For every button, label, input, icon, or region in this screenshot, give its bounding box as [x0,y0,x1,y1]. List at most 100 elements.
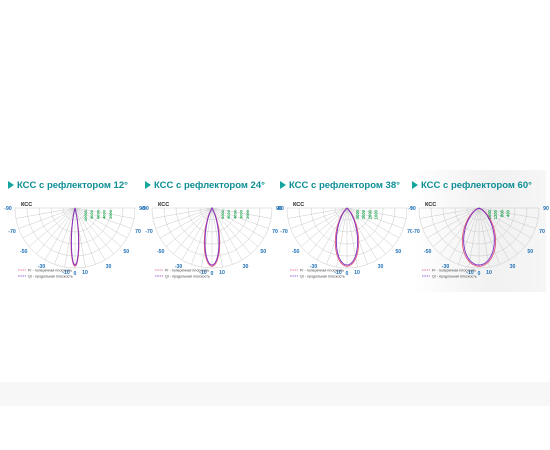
legend-label: Pr - поперечная плоскость [28,268,72,272]
grid-radial [294,207,348,239]
intensity-tick-label: 6000 [220,209,225,219]
grid-radial [74,207,106,261]
angle-tick-label: -10 [199,270,207,276]
grid-radial [165,207,213,247]
grid-radial [211,207,251,255]
grid-radial [440,207,480,255]
curve-transverse [203,206,221,267]
angle-tick-label: -10 [334,270,342,276]
curve-longitudinal [204,206,220,266]
grid-radial [478,207,539,219]
grid-radial [159,207,213,239]
angle-tick-label: -30 [175,264,183,270]
grid-radial [346,207,358,268]
grid-radial [287,207,348,219]
grid-radial [316,207,348,261]
grid-radial [346,207,394,247]
intensity-tick-label: 8000 [89,209,94,219]
legend-label: Pr - поперечная плоскость [432,268,476,272]
angle-tick-label: 30 [378,264,384,270]
grid-radial [36,207,76,255]
angle-tick-label: 10 [219,270,225,276]
curve-longitudinal [463,207,495,266]
angle-tick-label: 0 [211,271,214,277]
grid-radial [478,207,536,229]
angle-tick-label: 30 [510,264,516,270]
angle-tick-label: 30 [106,264,112,270]
legend-label: Qr - продольная плоскость [165,274,210,278]
angle-tick-label: -50 [424,249,432,255]
angle-tick-label: 0 [478,271,481,277]
grid-radial [211,207,259,247]
grid-radial [290,207,348,229]
footer-band [0,382,550,406]
polar-chart: КСС -90 -70 -50 -30 -10 0 10 30 50 70 90 6000 5000 400… [141,202,282,278]
grid-radial [74,207,128,239]
intensity-tick-label: 4000 [355,209,360,219]
chart-title-text: КСС с рефлектором 24° [154,180,265,191]
angle-tick-label: 90 [139,206,145,212]
angle-tick-label: 70 [272,229,278,235]
intensity-tick-label: 1600 [487,209,492,219]
intensity-tick-label: 2000 [367,209,372,219]
intensity-tick-label: 800 [499,209,504,217]
angle-tick-label: -50 [20,249,28,255]
angle-tick-label: 50 [527,249,533,255]
grid-radial [478,207,490,268]
intensity-tick-label: 10000 [83,209,88,221]
arrow-icon [412,181,418,189]
angle-tick-label: -10 [466,270,474,276]
legend-label: Qr - продольная плоскость [28,274,73,278]
angle-tick-label: 10 [486,270,492,276]
chart-panel-60: КСС с рефлектором 60° КСС -90 -70 -50 -30 -10… [408,170,549,292]
intensity-tick-label: 3000 [239,209,244,219]
intensity-tick-label: 400 [506,209,511,217]
grid-radial [74,207,122,247]
intensity-tick-label: 1000 [374,209,379,219]
grid-radial [336,207,348,268]
polar-chart: КСС -90 -70 -50 -30 -10 0 10 30 50 70 90 1600 1200 800… [408,202,549,278]
angle-tick-label: -30 [310,264,318,270]
grid-radial [468,207,480,268]
axis-label: КСС [158,202,169,208]
intensity-tick-label: 2000 [108,209,113,219]
angle-tick-label: -10 [62,270,70,276]
chart-title-text: КСС с рефлектором 38° [289,180,400,191]
legend-label: Pr - поперечная плоскость [165,268,209,272]
intensity-tick-label: 5000 [226,209,231,219]
grid-radial [211,207,269,229]
grid-radial [74,207,114,255]
grid-radial [478,207,518,255]
grid-radial [426,207,480,239]
angle-tick-label: 50 [123,249,129,255]
axis-label: КСС [425,202,436,208]
grid-radial [211,207,272,219]
angle-tick-label: 30 [243,264,249,270]
grid-radial [478,207,500,265]
grid-radial [54,207,76,265]
grid-radial [211,207,243,261]
angle-tick-label: 70 [135,229,141,235]
grid-radial [15,207,76,219]
grid-radial [308,207,348,255]
chart-title: КСС с рефлектором 60° [412,180,532,194]
grid-radial [152,207,213,219]
chart-panel-12: КСС с рефлектором 12° КСС -90 -70 -50 -30 -10… [4,170,145,292]
intensity-tick-label: 2000 [245,209,250,219]
grid-radial [300,207,348,247]
grid-radial [74,207,135,219]
curve-longitudinal [70,207,80,266]
axis-label: КСС [293,202,304,208]
angle-tick-label: 70 [407,229,413,235]
angle-tick-label: 0 [346,271,349,277]
angle-tick-label: 70 [539,229,545,235]
grid-radial [346,207,404,229]
grid-radial [201,207,213,268]
chart-panel-24: КСС с рефлектором 24° КСС -90 -70 -50 -30 -10… [141,170,282,292]
arrow-icon [280,181,286,189]
grid-radial [419,207,480,219]
intensity-tick-label: 4000 [232,209,237,219]
angle-tick-label: 90 [276,206,282,212]
grid-radial [44,207,76,261]
intensity-tick-label: 6000 [95,209,100,219]
